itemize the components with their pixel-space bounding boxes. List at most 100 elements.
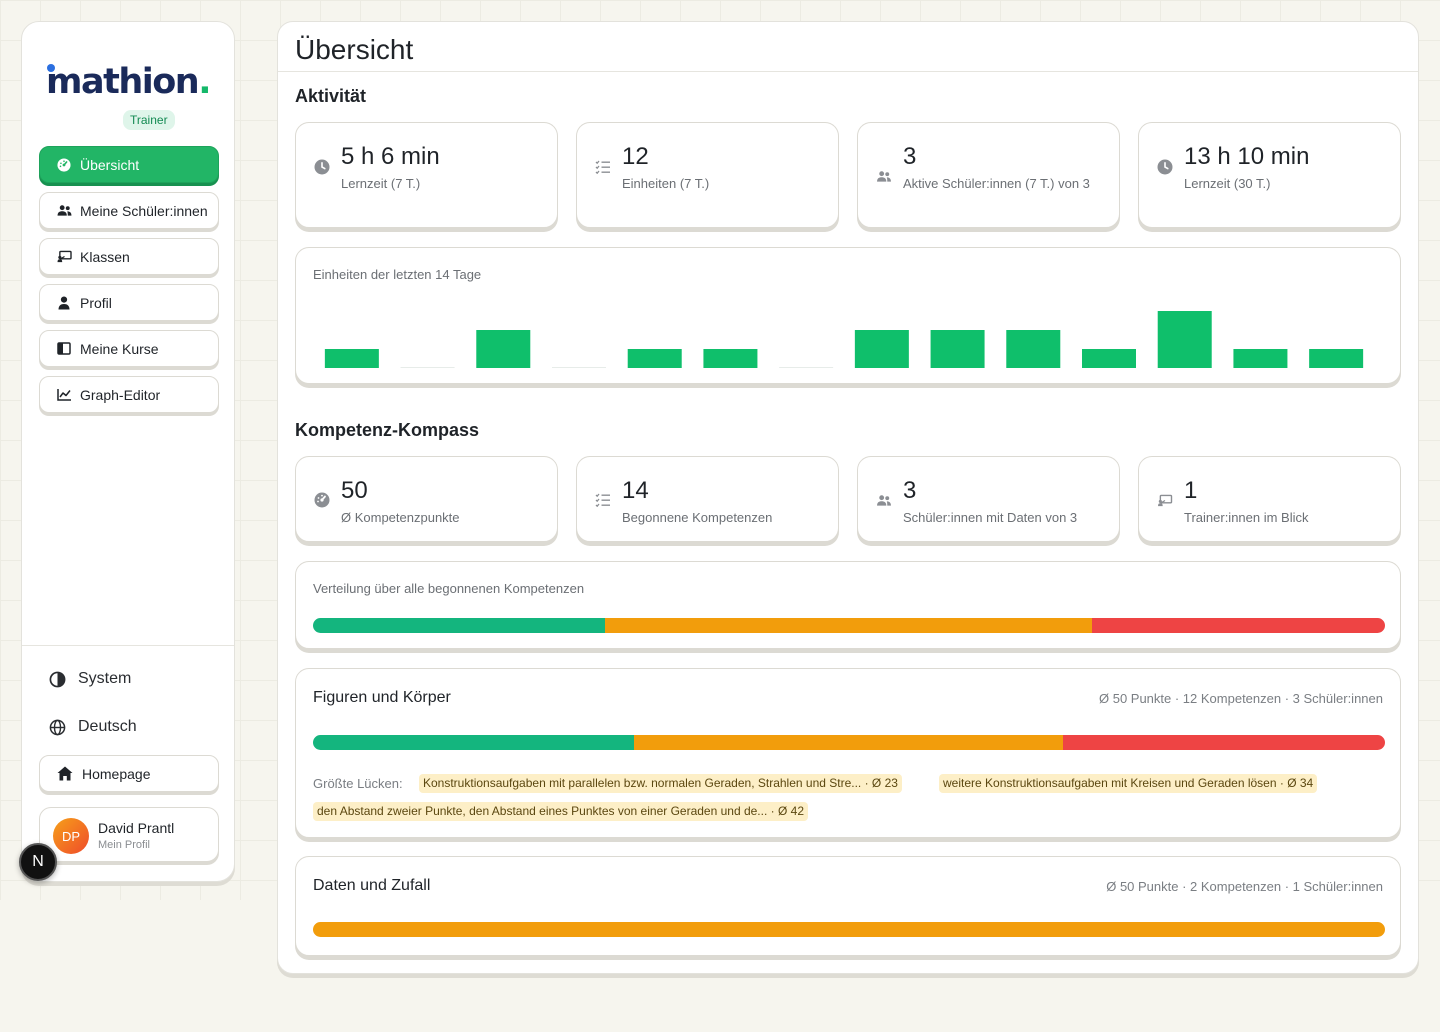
stat-label: Ø Kompetenzpunkte <box>341 510 460 525</box>
competence-area-stacked-bar <box>313 735 1385 750</box>
gap-chip[interactable]: Konstruktionsaufgaben mit parallelen bzw… <box>419 774 902 793</box>
chart-bar[interactable] <box>476 330 531 368</box>
stat-card-begonnene-kompetenzen: 14 Begonnene Kompetenzen <box>576 456 839 542</box>
contrast-icon <box>48 670 66 688</box>
sidebar-item-uebersicht[interactable]: Übersicht <box>39 146 219 183</box>
homepage-button[interactable]: Homepage <box>39 755 219 792</box>
profile-card[interactable]: DP David Prantl Mein Profil <box>39 807 219 862</box>
list-check-icon <box>594 491 612 509</box>
chart-bar-empty <box>552 367 606 368</box>
gauge-icon <box>313 491 331 509</box>
stat-label: Trainer:innen im Blick <box>1184 510 1309 525</box>
chart-bar[interactable] <box>1157 311 1212 368</box>
language-label: Deutsch <box>78 718 137 735</box>
chart-bar[interactable] <box>1082 349 1136 368</box>
sidebar-item-meine-schueler[interactable]: Meine Schüler:innen <box>39 192 219 229</box>
stacked-bar-segment <box>313 618 605 633</box>
homepage-label: Homepage <box>82 765 151 782</box>
stat-value: 13 h 10 min <box>1184 143 1310 170</box>
activity-section-title: Aktivität <box>295 86 367 106</box>
chalkboard-icon <box>56 249 72 265</box>
page-title: Übersicht <box>295 34 414 65</box>
theme-toggle[interactable]: System <box>48 667 131 691</box>
dev-tools-badge[interactable]: N <box>19 843 57 881</box>
theme-label: System <box>78 670 132 687</box>
stacked-bar-segment <box>1092 618 1385 633</box>
home-icon <box>56 765 74 783</box>
chart-bar[interactable] <box>324 349 379 368</box>
chart-bar[interactable] <box>930 330 985 368</box>
competence-area-meta: Ø 50 Punkte · 2 Kompetenzen · 1 Schüler:… <box>1106 879 1383 894</box>
gauge-icon <box>56 157 72 173</box>
stat-card-lernzeit-7: 5 h 6 min Lernzeit (7 T.) <box>295 122 558 228</box>
stat-value: 5 h 6 min <box>341 143 440 170</box>
stat-card-trainer-im-blick: 1 Trainer:innen im Blick <box>1138 456 1401 542</box>
chart-bar[interactable] <box>703 349 758 368</box>
stacked-bar-segment <box>1063 735 1385 750</box>
stacked-bar-segment <box>604 618 1093 633</box>
chart-bar[interactable] <box>1233 349 1288 368</box>
sidebar-item-label: Übersicht <box>80 156 140 173</box>
language-selector[interactable]: Deutsch <box>48 715 137 739</box>
stat-value: 14 <box>622 477 649 504</box>
gap-chip[interactable]: weitere Konstruktionsaufgaben mit Kreise… <box>939 774 1318 793</box>
distribution-card: Verteilung über alle begonnenen Kompeten… <box>295 561 1401 649</box>
stacked-bar-segment <box>633 735 1064 750</box>
sidebar-item-profil[interactable]: Profil <box>39 284 219 321</box>
stat-label: Aktive Schüler:innen (7 T.) von 3 <box>903 176 1090 191</box>
users-icon <box>875 167 893 185</box>
stat-label: Lernzeit (30 T.) <box>1184 176 1271 191</box>
stacked-bar-segment <box>313 735 634 750</box>
profile-subtitle: Mein Profil <box>98 839 150 851</box>
chart-caption: Einheiten der letzten 14 Tage <box>313 267 482 282</box>
globe-icon <box>48 718 66 736</box>
stat-card-schueler-mit-daten: 3 Schüler:innen mit Daten von 3 <box>857 456 1120 542</box>
chart-bar[interactable] <box>1006 330 1061 368</box>
title-divider <box>278 71 1418 72</box>
book-icon <box>56 341 72 357</box>
stat-value: 50 <box>341 477 368 504</box>
chart-bar[interactable] <box>1309 349 1364 368</box>
sidebar-item-label: Meine Kurse <box>80 340 159 357</box>
stacked-bar-segment <box>313 922 1385 937</box>
sidebar-item-label: Profil <box>80 294 112 311</box>
line-chart-icon <box>56 387 72 403</box>
stat-card-kompetenzpunkte: 50 Ø Kompetenzpunkte <box>295 456 558 542</box>
distribution-stacked-bar <box>313 618 1385 633</box>
clock-icon <box>313 158 331 176</box>
chart-bar-empty <box>400 367 455 368</box>
chart-bar[interactable] <box>627 349 682 368</box>
stat-card-aktive-schueler: 3 Aktive Schüler:innen (7 T.) von 3 <box>857 122 1120 228</box>
competence-area-title: Daten und Zufall <box>313 877 431 894</box>
sidebar-item-graph-editor[interactable]: Graph-Editor <box>39 376 219 413</box>
gap-chip[interactable]: den Abstand zweier Punkte, den Abstand e… <box>313 802 808 821</box>
sidebar-item-label: Meine Schüler:innen <box>80 202 208 219</box>
units-bar-chart <box>324 311 1364 368</box>
competence-area-card-daten[interactable]: Daten und Zufall Ø 50 Punkte · 2 Kompete… <box>295 856 1401 956</box>
stat-value: 3 <box>903 477 917 504</box>
chart-bar[interactable] <box>854 330 909 368</box>
stat-label: Begonnene Kompetenzen <box>622 510 773 525</box>
main-content: Übersicht Aktivität 5 h 6 min Lernzeit (… <box>277 21 1419 974</box>
sidebar-item-klassen[interactable]: Klassen <box>39 238 219 275</box>
sidebar-nav: Übersicht Meine Schüler:innen Klassen Pr… <box>39 146 219 422</box>
users-icon <box>875 491 893 509</box>
stat-card-lernzeit-30: 13 h 10 min Lernzeit (30 T.) <box>1138 122 1401 228</box>
stat-label: Einheiten (7 T.) <box>622 176 710 191</box>
profile-name: David Prantl <box>98 820 175 836</box>
competence-area-card-figuren[interactable]: Figuren und Körper Ø 50 Punkte · 12 Komp… <box>295 668 1401 838</box>
avatar: DP <box>53 818 89 854</box>
stat-label: Lernzeit (7 T.) <box>341 176 421 191</box>
user-icon <box>56 295 72 311</box>
units-chart-card: Einheiten der letzten 14 Tage <box>295 247 1401 384</box>
competence-area-stacked-bar <box>313 922 1385 937</box>
stat-card-einheiten-7: 12 Einheiten (7 T.) <box>576 122 839 228</box>
chart-bar-empty <box>779 367 834 368</box>
gaps-label: Größte Lücken: <box>313 776 403 791</box>
distribution-caption: Verteilung über alle begonnenen Kompeten… <box>313 581 585 596</box>
role-badge: Trainer <box>123 110 175 130</box>
sidebar-item-meine-kurse[interactable]: Meine Kurse <box>39 330 219 367</box>
clock-icon <box>1156 158 1174 176</box>
mathion-logo[interactable]: mathion. <box>45 62 211 102</box>
stat-value: 12 <box>622 143 649 170</box>
